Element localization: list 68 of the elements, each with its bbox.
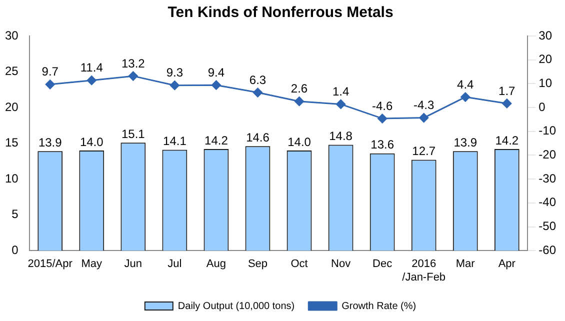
data-label: 2.6	[290, 82, 308, 96]
y-tick-label: 30	[4, 28, 19, 42]
data-label: 11.4	[80, 60, 104, 75]
data-label: 13.2	[121, 56, 146, 70]
data-label: 14.2	[495, 133, 519, 148]
y2-tick-label: -60	[538, 242, 556, 257]
data-label: 12.7	[412, 144, 436, 158]
point	[294, 96, 304, 106]
data-label: 14.6	[246, 130, 270, 144]
x-tick-label: Aug	[206, 258, 226, 270]
x-tick-label: Jun	[124, 258, 142, 270]
data-label: 13.9	[38, 135, 62, 150]
y2-tick-label: -40	[538, 195, 556, 210]
data-label: 14.8	[329, 129, 353, 144]
data-label: 13.9	[454, 135, 478, 150]
x-tick-label: Nov	[331, 258, 352, 270]
y-tick-label: 5	[12, 207, 19, 222]
legend-label: Growth Rate (%)	[342, 300, 416, 312]
data-label: 4.4	[457, 77, 474, 92]
x-tick-label: Apr	[498, 258, 516, 270]
data-label: 9.3	[166, 66, 184, 80]
point	[170, 80, 180, 90]
point	[211, 80, 221, 90]
y2-tick-label: -30	[538, 171, 556, 186]
x-tick-label: Jul	[168, 258, 182, 270]
x-tick-label: 2016 /Jan-Feb	[402, 258, 446, 284]
y-tick-label: 20	[4, 100, 19, 114]
point	[502, 98, 512, 108]
y2-tick-label: 20	[538, 52, 552, 66]
x-tick-label: Dec	[372, 258, 393, 270]
y-tick-label: 25	[4, 64, 19, 78]
y2-tick-label: -50	[538, 219, 556, 234]
data-label: 14.1	[163, 134, 187, 148]
point	[460, 92, 470, 102]
data-label: -4.6	[372, 98, 393, 113]
y2-tick-label: 0	[538, 100, 546, 114]
data-label: 6.3	[249, 72, 266, 87]
y2-tick-label: -20	[538, 148, 556, 162]
data-label: 9.7	[42, 64, 59, 79]
y-tick-label: 0	[12, 242, 19, 257]
point	[419, 113, 429, 123]
point	[128, 71, 138, 81]
chart-title: Ten Kinds of Nonferrous Metals	[168, 4, 394, 22]
y2-tick-label: 30	[538, 28, 552, 42]
point	[336, 99, 346, 109]
data-label: 1.7	[498, 84, 516, 98]
x-tick-label: Sep	[248, 258, 268, 270]
point	[252, 88, 262, 98]
x-tick-label: 2015/Apr	[28, 258, 73, 270]
point	[86, 76, 96, 86]
data-label: 14.2	[204, 133, 228, 148]
point	[378, 114, 388, 124]
y2-tick-label: 10	[538, 76, 552, 90]
x-tick-label: Oct	[290, 258, 308, 270]
x-tick-label: Mar	[456, 258, 476, 270]
legend-label: Daily Output (10,000 tons)	[178, 300, 295, 312]
data-label: 15.1	[121, 126, 146, 141]
point	[45, 80, 55, 90]
y2-tick-label: -10	[538, 124, 556, 138]
data-label: 9.4	[208, 65, 225, 80]
data-label: 14.0	[80, 134, 104, 149]
y-tick-label: 10	[4, 171, 19, 186]
data-label: 14.0	[288, 134, 312, 149]
data-label: 1.4	[332, 84, 350, 99]
data-label: -4.3	[414, 98, 434, 112]
data-label: 13.6	[370, 138, 394, 152]
y-tick-label: 15	[4, 136, 19, 150]
x-tick-label: May	[81, 258, 103, 270]
